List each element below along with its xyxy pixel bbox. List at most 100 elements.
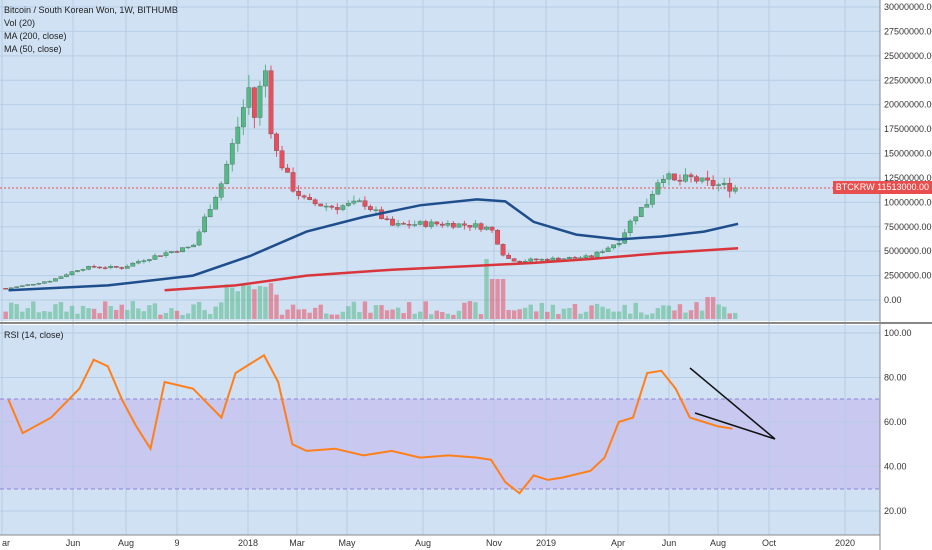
volume-bar — [213, 306, 218, 319]
volume-bar — [31, 301, 36, 319]
volume-bar — [147, 305, 152, 319]
candle-body — [3, 288, 9, 290]
volume-bar — [390, 309, 395, 319]
legend-ma50[interactable]: MA (50, close) — [4, 44, 62, 54]
volume-bar — [102, 301, 108, 319]
candle-body — [428, 221, 434, 227]
volume-bar — [628, 313, 633, 319]
volume-bar — [401, 313, 406, 319]
candle-body — [191, 244, 196, 248]
candle-body — [633, 216, 639, 222]
candle-body — [119, 267, 125, 269]
rsi-axis-labels[interactable]: 100.00 80.00 60.00 40.00 20.00 — [884, 328, 912, 516]
volume-bar — [650, 313, 655, 319]
candle-body — [373, 209, 379, 211]
rsi-trendline-upper[interactable] — [689, 367, 776, 440]
rsi-trendline-lower[interactable] — [694, 412, 776, 440]
volume-bar — [539, 302, 544, 319]
candle-body — [495, 229, 500, 245]
candle-body — [130, 262, 136, 267]
volume-bar — [655, 308, 661, 319]
candle-body — [334, 207, 340, 210]
candle-body — [158, 255, 163, 257]
volume-bar — [274, 294, 279, 319]
candle-body — [329, 205, 335, 208]
legend-volume[interactable]: Vol (20) — [4, 18, 36, 28]
candle-body — [290, 172, 296, 192]
volume-bar — [185, 313, 191, 319]
candle-body — [594, 251, 600, 258]
candle-body — [727, 182, 733, 192]
volume-bar — [556, 314, 561, 319]
volume-bar — [478, 314, 484, 319]
candle-body — [357, 200, 362, 202]
volume-bar — [616, 311, 622, 319]
date-tick-label: 2019 — [536, 538, 556, 548]
volume-bar — [169, 308, 174, 319]
candle-body — [268, 70, 274, 135]
volume-bar — [672, 310, 677, 319]
legend-title[interactable]: Bitcoin / South Korean Won, 1W, BITHUMB — [4, 5, 178, 15]
price-axis-labels[interactable]: 30000000.00 27500000.00 25000000.00 2250000… — [884, 2, 932, 305]
date-tick-label: ar — [2, 538, 10, 548]
volume-bar — [196, 301, 202, 319]
volume-bar — [252, 289, 257, 319]
gridlines — [0, 0, 880, 535]
volume-bar — [241, 284, 246, 319]
volume-bar — [329, 314, 334, 319]
candle-body — [180, 247, 185, 253]
volume-bar — [114, 309, 119, 319]
volume-bar — [423, 301, 428, 319]
candle-body — [97, 266, 102, 269]
volume-bar — [268, 283, 274, 319]
candle-body — [528, 258, 534, 262]
volume-bar — [312, 307, 318, 319]
candle-body — [511, 258, 517, 262]
candle-body — [649, 194, 655, 205]
volume-bar — [572, 303, 578, 319]
volume-bar — [246, 285, 252, 319]
price-tick-label: 30000000.00 — [884, 2, 932, 12]
candle-body — [616, 243, 622, 245]
volume-bar — [677, 304, 683, 319]
candle-body — [395, 223, 401, 226]
volume-bar — [489, 279, 495, 319]
volume-bar — [462, 302, 467, 319]
volume-bar — [64, 311, 69, 319]
candle-body — [113, 266, 119, 268]
candle-body — [522, 260, 528, 263]
date-tick-label: May — [338, 538, 356, 548]
volume-bar — [180, 314, 185, 319]
candle-body — [53, 278, 58, 282]
volume-bar — [125, 309, 130, 319]
candle-body — [611, 244, 616, 249]
volume-bar — [20, 311, 25, 319]
volume-bar — [53, 304, 58, 319]
volume-bar — [567, 308, 572, 319]
candle-body — [451, 223, 456, 228]
volume-bar — [484, 259, 489, 319]
candle-body — [550, 257, 556, 261]
legend-rsi[interactable]: RSI (14, close) — [4, 330, 64, 340]
volume-bar — [467, 301, 473, 319]
date-axis-labels[interactable]: ar Jun Aug 9 2018 Mar May Aug Nov 2019 Apr Jun Aug Oc… — [2, 538, 855, 548]
candle-body — [8, 287, 14, 289]
axis-background — [880, 0, 932, 550]
volume-bar — [202, 309, 207, 319]
candle-body — [445, 223, 451, 226]
candle-body — [75, 270, 80, 272]
volume-bar — [473, 302, 478, 319]
candle-body — [484, 226, 489, 230]
candle-body — [19, 285, 25, 287]
date-tick-label: Aug — [710, 538, 726, 548]
candle-body — [567, 257, 572, 259]
candle-body — [572, 257, 578, 259]
candle-body — [312, 199, 318, 205]
legend-ma200[interactable]: MA (200, close) — [4, 31, 67, 41]
volume-bar — [517, 309, 522, 319]
candle-body — [207, 209, 213, 218]
candle-body — [683, 174, 688, 182]
price-tick-label: 2500000.00 — [884, 271, 932, 281]
volume-bar — [373, 305, 379, 319]
